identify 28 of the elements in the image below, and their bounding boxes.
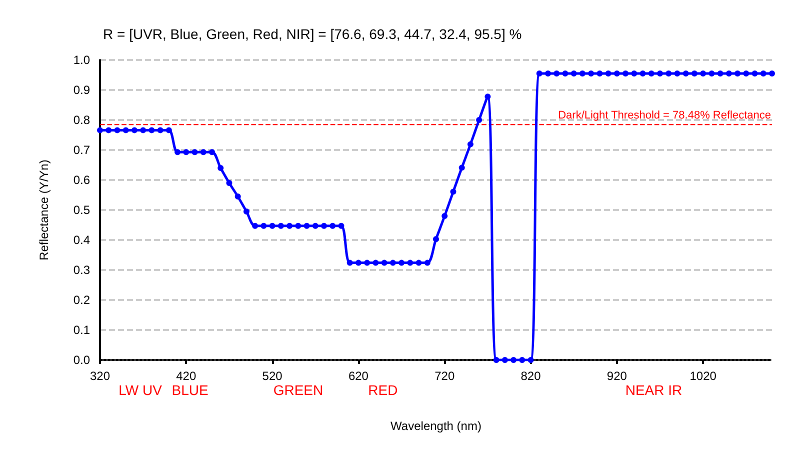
y-tick-label: 1.0 xyxy=(73,53,90,67)
y-tick-label: 0.0 xyxy=(73,353,90,367)
x-tick-label: 320 xyxy=(90,369,110,383)
chart-title: R = [UVR, Blue, Green, Red, NIR] = [76.6, 69.3, 44.7, 32.4, 95.5] % xyxy=(103,26,522,42)
text: LW UV xyxy=(118,382,163,398)
text: GREEN xyxy=(273,382,324,398)
text: BLUE xyxy=(172,382,208,398)
y-tick-label: 0.1 xyxy=(73,323,90,337)
x-tick-label: 920 xyxy=(606,369,628,383)
y-tick-label: 0.8 xyxy=(73,113,90,127)
x-tick-label: 720 xyxy=(434,369,455,383)
x-axis-title: Wavelength (nm) xyxy=(390,419,482,433)
x-tick-label: 820 xyxy=(520,369,542,383)
y-tick-label: 0.7 xyxy=(73,143,90,157)
x-tick-label: 620 xyxy=(348,369,369,383)
y-tick-label: 0.5 xyxy=(73,203,90,217)
text: RED xyxy=(368,382,398,398)
y-tick-label: 0.2 xyxy=(73,293,90,307)
y-axis-title: Reflectance (Y/Yn) xyxy=(37,160,51,260)
x-tick-label: 520 xyxy=(262,369,283,383)
y-tick-label: 0.6 xyxy=(73,173,90,187)
ref-line-label: Dark/Light Threshold = 78.48% Reflectance xyxy=(558,110,771,122)
y-tick-label: 0.9 xyxy=(73,83,90,97)
x-tick-label: 420 xyxy=(176,369,196,383)
x-tick-label: 1020 xyxy=(690,369,717,383)
y-tick-label: 0.4 xyxy=(73,233,90,247)
text: NEAR IR xyxy=(625,382,682,398)
y-tick-label: 0.3 xyxy=(73,263,90,277)
